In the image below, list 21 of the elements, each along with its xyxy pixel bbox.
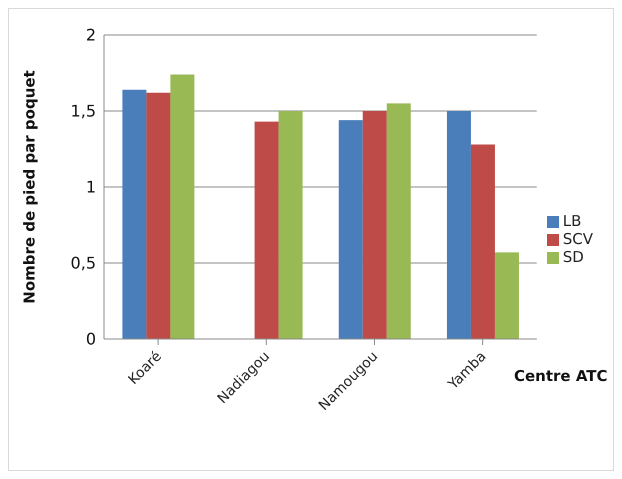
bar bbox=[338, 120, 363, 339]
y-tick-label: 1,5 bbox=[70, 102, 96, 121]
y-tick-label: 2 bbox=[86, 26, 96, 45]
x-axis-title: Centre ATC bbox=[514, 367, 608, 385]
bar bbox=[146, 92, 170, 339]
legend-label: SCV bbox=[562, 230, 593, 248]
bar bbox=[494, 252, 519, 339]
bar bbox=[446, 111, 471, 339]
bar bbox=[362, 111, 387, 339]
y-tick-label: 1 bbox=[86, 178, 96, 197]
y-tick-label: 0,5 bbox=[70, 254, 96, 273]
bar bbox=[254, 122, 279, 339]
bar bbox=[278, 111, 303, 339]
legend-label: SD bbox=[562, 248, 584, 266]
legend-label: LB bbox=[562, 212, 582, 230]
bar bbox=[122, 90, 146, 339]
bar bbox=[386, 103, 411, 339]
y-axis-title: Nombre de pied par poquet bbox=[20, 70, 38, 304]
bar bbox=[170, 74, 194, 339]
y-tick-label: 0 bbox=[86, 330, 96, 349]
bar bbox=[470, 144, 495, 339]
